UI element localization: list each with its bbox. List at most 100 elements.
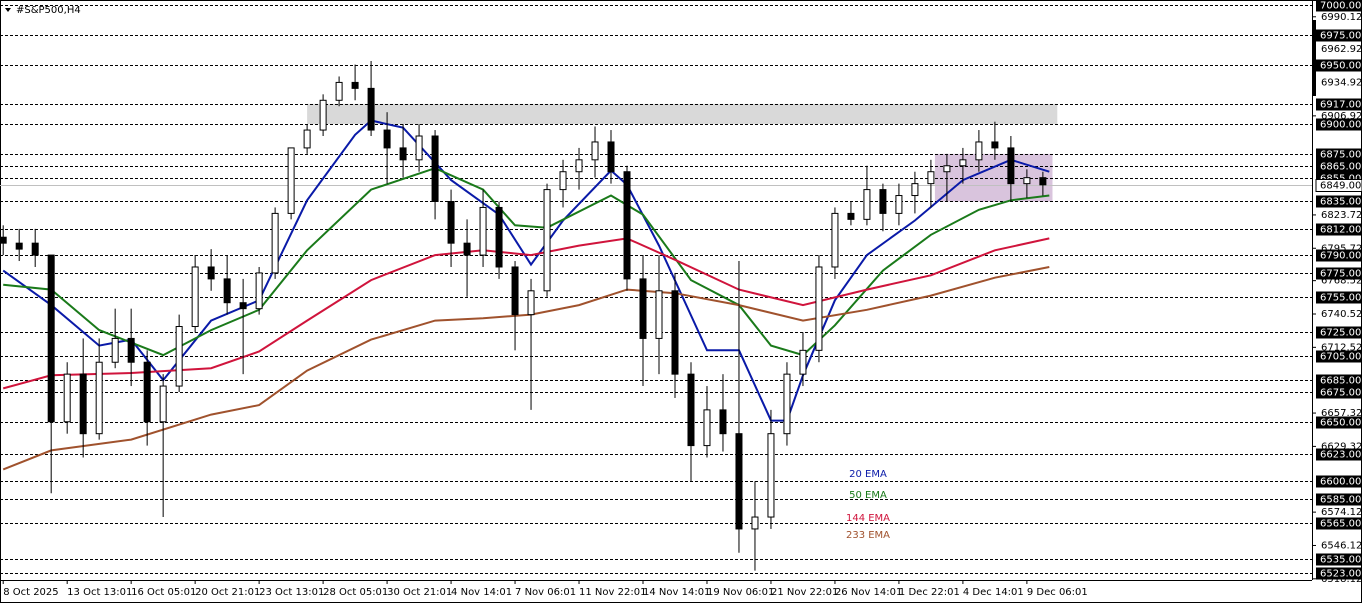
candle-body: [383, 129, 391, 149]
last-price-box: [1315, 179, 1362, 192]
candle-body: [399, 147, 407, 161]
legend-label: 233 EMA: [846, 530, 890, 541]
level-label: 6585.00: [1320, 495, 1361, 506]
menu-arrow: [5, 8, 11, 12]
x-tick-label: 26 Nov 14:01: [835, 587, 902, 598]
x-tick-label: 28 Oct 05:01: [323, 587, 388, 598]
level-label-box: [1316, 567, 1362, 580]
level-label-box: [1316, 416, 1362, 429]
level-label: 6755.00: [1320, 293, 1361, 304]
legend-label: 50 EMA: [849, 490, 887, 501]
level-label: 6865.00: [1320, 162, 1361, 173]
candle-body: [767, 433, 775, 518]
level-label: 6565.00: [1320, 519, 1361, 530]
level-label: 6650.00: [1320, 418, 1361, 429]
candle-body: [479, 206, 487, 256]
y-tick-label: 6768.52: [1321, 276, 1362, 287]
y-tick-label: 6823.72: [1321, 210, 1362, 221]
candle-body: [863, 189, 871, 220]
candles: [0, 60, 1047, 571]
y-tick-label: 6934.92: [1321, 78, 1362, 89]
candle-body: [639, 278, 647, 339]
level-label: 6623.00: [1320, 450, 1361, 461]
level-label-box: [1316, 553, 1362, 566]
ema-line: [2, 119, 1050, 422]
level-label-box: [1316, 195, 1362, 208]
candle-body: [607, 141, 615, 173]
candle-body: [751, 516, 759, 530]
candle-body: [223, 278, 231, 304]
y-tick-label: 6962.92: [1321, 44, 1362, 55]
candle-body: [655, 290, 663, 339]
candle-body: [943, 165, 951, 173]
level-label: 6775.00: [1320, 269, 1361, 280]
level-label: 6975.00: [1320, 31, 1361, 42]
level-label-box: [1316, 493, 1362, 506]
ema-line: [2, 237, 1050, 390]
level-label: 6812.00: [1320, 225, 1361, 236]
candle-body: [671, 290, 679, 375]
level-label-box: [1316, 267, 1362, 280]
candle-body: [719, 409, 727, 435]
level-label: 6600.00: [1320, 477, 1361, 488]
level-label: 6900.00: [1320, 120, 1361, 131]
candle-body: [495, 206, 503, 268]
legend-label: 20 EMA: [849, 469, 887, 480]
level-label: 6950.00: [1320, 61, 1361, 72]
candle-body: [47, 254, 55, 423]
x-tick-label: 20 Oct 21:01: [195, 587, 260, 598]
candle-body: [95, 361, 103, 435]
x-tick-label: 19 Nov 06:01: [707, 587, 774, 598]
level-label-box: [1316, 326, 1362, 339]
candle-body: [191, 266, 199, 328]
candle-body: [63, 373, 71, 423]
candle-body: [415, 135, 423, 161]
x-tick-label: 23 Oct 13:01: [259, 587, 324, 598]
candle-body: [367, 87, 375, 131]
x-tick-label: 13 Oct 13:01: [67, 587, 132, 598]
level-label-box: [1316, 291, 1362, 304]
y-tick-label: 6740.52: [1321, 309, 1362, 320]
level-label-box: [1316, 223, 1362, 236]
candle-body: [207, 266, 215, 280]
candle-body: [623, 171, 631, 280]
level-label-box: [1316, 160, 1362, 173]
candle-body: [319, 99, 327, 131]
candle-body: [447, 200, 455, 244]
level-label-box: [1316, 148, 1362, 161]
candle-body: [79, 373, 87, 435]
level-label-box: [1316, 475, 1362, 488]
x-tick-label: 21 Nov 22:01: [771, 587, 838, 598]
y-tick-label: 6657.32: [1321, 408, 1362, 419]
level-label: 6705.00: [1320, 352, 1361, 363]
x-tick-label: 14 Nov 14:01: [643, 587, 710, 598]
candle-body: [879, 189, 887, 214]
level-label-box: [1316, 59, 1362, 72]
level-label: 6535.00: [1320, 555, 1361, 566]
level-label: 7000.00: [1320, 1, 1361, 12]
level-label-box: [1316, 98, 1362, 111]
candle-body: [1039, 177, 1047, 186]
level-label: 6790.00: [1320, 251, 1361, 262]
level-label-box: [1316, 249, 1362, 262]
y-tick-label: 6574.12: [1321, 507, 1362, 518]
level-label-box: [1316, 29, 1362, 42]
y-tick-label: 6795.72: [1321, 243, 1362, 254]
level-label: 6835.00: [1320, 197, 1361, 208]
level-label: 6875.00: [1320, 150, 1361, 161]
x-tick-label: 9 Dec 06:01: [1027, 587, 1088, 598]
candle-body: [543, 189, 551, 292]
x-tick-label: 30 Oct 21:01: [387, 587, 452, 598]
level-label: 6523.00: [1320, 569, 1361, 580]
candle-body: [255, 272, 263, 310]
candle-body: [239, 302, 247, 310]
candle-body: [591, 141, 599, 161]
x-tick-label: 7 Nov 06:01: [515, 587, 576, 598]
x-tick-label: 16 Oct 05:01: [131, 587, 196, 598]
candle-body: [511, 266, 519, 316]
ema-line: [3, 167, 1050, 357]
candle-body: [991, 141, 999, 149]
